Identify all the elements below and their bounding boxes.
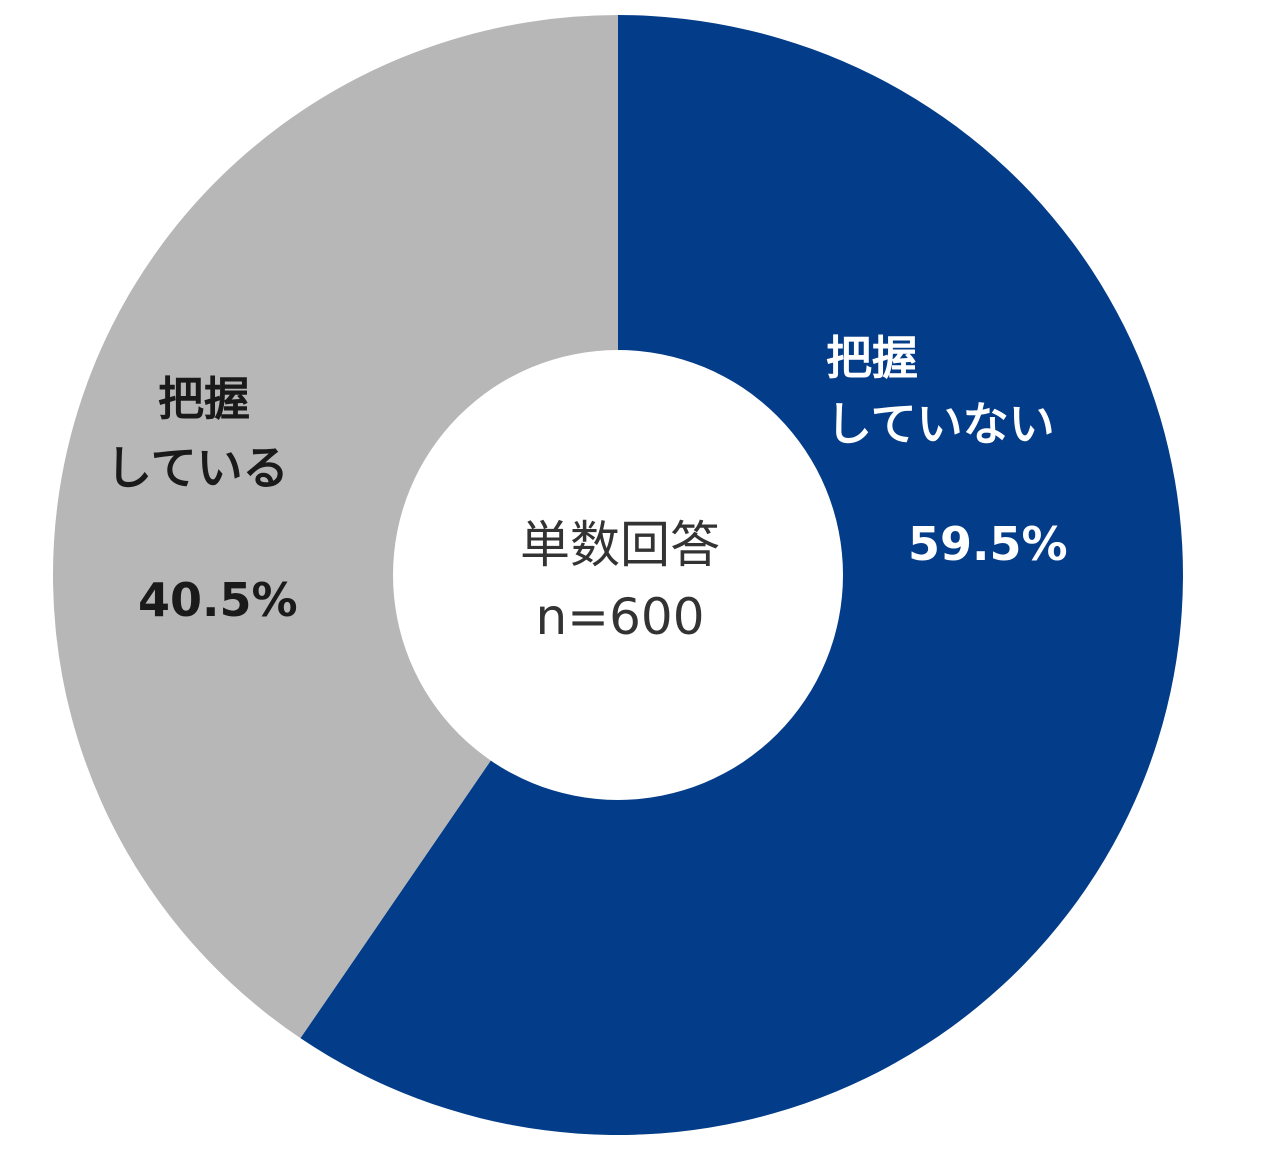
slice-0-label-line1: 把握 [826,331,918,385]
slice-0-value-label: 59.5% [908,517,1068,571]
slice-1-label-line2: している [106,441,289,495]
slice-0-label-line2: していない [826,397,1055,451]
center-label-line2: n=600 [535,588,704,646]
slice-1 [52,14,618,1039]
slice-1-value-label: 40.5% [138,573,298,627]
slice-1-label-line1: 把握 [158,372,250,426]
center-label-line1: 単数回答 [520,516,720,574]
donut-hole [393,350,843,800]
